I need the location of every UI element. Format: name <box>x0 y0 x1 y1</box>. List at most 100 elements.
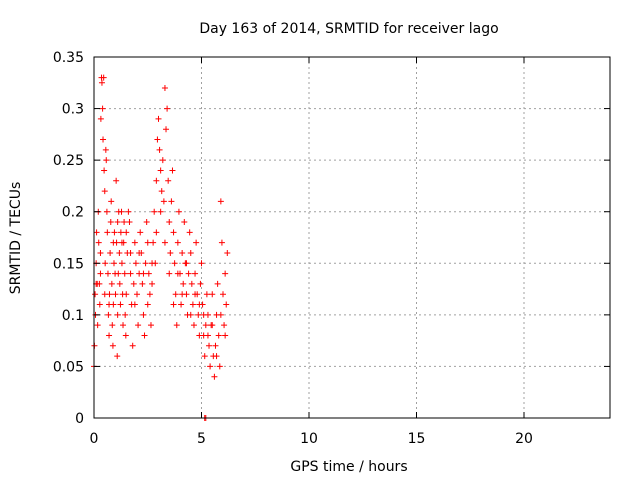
data-point <box>157 167 164 174</box>
data-point <box>189 301 196 308</box>
data-point <box>106 301 113 308</box>
data-point <box>222 332 229 339</box>
data-point <box>125 208 132 215</box>
data-point <box>178 301 185 308</box>
data-point <box>181 219 188 226</box>
data-point <box>207 363 214 370</box>
data-point <box>100 74 107 81</box>
data-point <box>127 270 134 277</box>
data-point <box>99 105 106 112</box>
data-point <box>216 363 223 370</box>
data-point <box>186 229 193 236</box>
data-point <box>220 291 226 298</box>
data-point <box>140 311 147 318</box>
data-point <box>127 249 134 256</box>
data-point <box>185 270 192 277</box>
data-point <box>116 280 123 287</box>
data-point <box>113 177 120 184</box>
data-point <box>217 198 224 205</box>
data-point <box>102 146 109 153</box>
data-point <box>115 270 122 277</box>
data-point <box>215 332 222 339</box>
data-point <box>116 249 123 256</box>
data-point <box>120 322 127 329</box>
data-point <box>105 311 112 318</box>
data-point <box>164 105 171 112</box>
data-point <box>195 311 202 318</box>
data-point <box>192 291 199 298</box>
data-point <box>202 322 209 329</box>
data-point <box>161 239 168 246</box>
y-tick-label: 0.15 <box>53 256 84 272</box>
data-point <box>126 219 133 226</box>
data-point <box>137 229 144 236</box>
y-tick-label: 0 <box>75 411 84 427</box>
data-point <box>217 311 224 318</box>
data-point <box>213 353 220 360</box>
data-point <box>107 219 114 226</box>
data-point <box>118 260 125 267</box>
data-points <box>91 74 231 421</box>
data-point <box>93 229 100 236</box>
data-point <box>179 249 186 256</box>
data-point <box>183 260 190 267</box>
data-point <box>100 136 107 143</box>
y-tick-label: 0.35 <box>53 50 84 66</box>
data-point <box>167 249 174 256</box>
data-point <box>97 115 104 122</box>
x-tick-label: 0 <box>90 431 99 447</box>
data-point <box>187 311 194 318</box>
data-point <box>121 270 128 277</box>
data-point <box>114 353 121 360</box>
x-tick-label: 20 <box>515 431 533 447</box>
data-point <box>187 249 194 256</box>
data-point <box>165 177 172 184</box>
data-point <box>153 229 160 236</box>
plot-frame <box>93 56 611 419</box>
data-point <box>114 219 121 226</box>
data-point <box>117 229 124 236</box>
data-point <box>154 136 161 143</box>
data-point <box>117 301 124 308</box>
data-point <box>218 239 225 246</box>
data-point <box>192 270 199 277</box>
data-point <box>223 301 230 308</box>
data-point <box>134 291 140 298</box>
data-point <box>139 280 146 287</box>
data-point <box>174 270 181 277</box>
data-point <box>108 280 115 287</box>
data-point <box>123 229 130 236</box>
data-point <box>107 249 114 256</box>
data-point <box>200 311 207 318</box>
data-point <box>97 249 104 256</box>
data-point <box>132 260 139 267</box>
data-point <box>149 260 156 267</box>
data-point <box>190 322 197 329</box>
data-point <box>118 239 125 246</box>
data-point <box>109 322 116 329</box>
x-tick-label: 5 <box>197 431 206 447</box>
data-point <box>166 219 173 226</box>
data-point <box>142 260 149 267</box>
data-point <box>129 342 136 349</box>
grid <box>94 57 610 418</box>
data-point <box>122 311 129 318</box>
data-point <box>95 239 102 246</box>
data-point <box>169 167 176 174</box>
data-point <box>201 353 208 360</box>
y-tick-label: 0.3 <box>62 102 84 118</box>
data-point <box>168 198 175 205</box>
data-point <box>179 291 186 298</box>
data-point <box>101 188 108 195</box>
chart-title: Day 163 of 2014, SRMTID for receiver lag… <box>199 21 498 37</box>
data-point <box>141 332 148 339</box>
data-point <box>98 79 105 86</box>
data-point <box>188 280 195 287</box>
data-point <box>104 270 111 277</box>
data-point <box>118 208 125 215</box>
data-point <box>131 301 138 308</box>
data-point <box>151 208 158 215</box>
data-point <box>135 322 142 329</box>
data-point <box>209 322 216 329</box>
